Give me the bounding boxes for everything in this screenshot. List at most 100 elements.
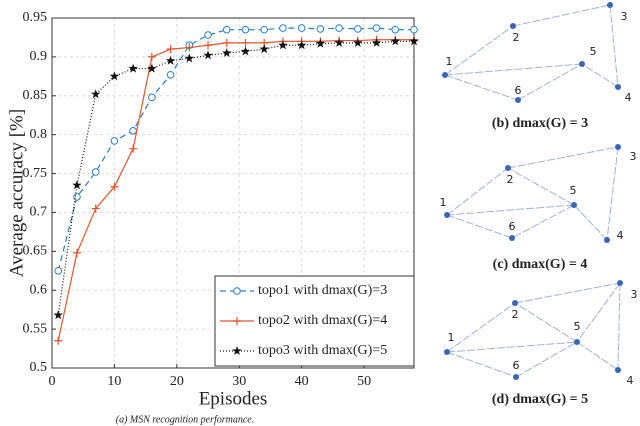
edge: [444, 74, 519, 101]
edge: [446, 302, 516, 353]
marker: [54, 336, 63, 345]
edge: [609, 4, 619, 88]
node: [615, 144, 621, 150]
marker: [204, 31, 212, 39]
node-label: 3: [630, 150, 637, 163]
marker: [110, 182, 119, 191]
y-axis-label: Average accuracy [%]: [6, 109, 27, 277]
marker: [91, 204, 100, 213]
legend-label: topo1 with dmax(G)=3: [258, 283, 387, 298]
y-tick-label: 0.7: [30, 205, 48, 220]
edge: [446, 351, 517, 378]
marker: [54, 266, 63, 275]
edge: [444, 63, 583, 76]
node: [513, 374, 519, 380]
node: [579, 61, 585, 67]
marker: [166, 70, 175, 79]
node: [515, 97, 521, 103]
node: [444, 212, 450, 218]
marker: [90, 89, 101, 99]
marker: [390, 36, 400, 46]
marker: [279, 24, 287, 32]
edge: [573, 204, 608, 241]
marker: [241, 25, 250, 34]
node-label: 4: [627, 374, 634, 387]
diagram-caption: (b) dmax(G) = 3: [492, 116, 588, 131]
marker: [203, 50, 213, 60]
marker: [391, 25, 400, 34]
marker: [129, 126, 137, 135]
diagram-caption: (d) dmax(G) = 5: [492, 392, 588, 407]
node-label: 2: [512, 308, 519, 321]
marker: [222, 38, 231, 47]
node-label: 3: [631, 288, 638, 301]
y-tick-label: 0.9: [30, 49, 48, 64]
marker: [185, 43, 194, 52]
node-label: 6: [509, 220, 516, 233]
marker: [147, 52, 156, 61]
x-axis-label: Episodes: [199, 388, 268, 409]
marker: [335, 24, 343, 32]
x-tick-label: 40: [295, 374, 309, 389]
marker: [278, 40, 288, 50]
diagram-caption: (c) dmax(G) = 4: [493, 257, 588, 272]
edge: [517, 63, 583, 101]
edge: [576, 282, 621, 343]
marker: [72, 248, 81, 257]
node: [510, 23, 516, 29]
node-label: 2: [513, 31, 520, 44]
x-tick-label: 0: [49, 374, 56, 389]
marker: [184, 53, 195, 63]
legend-marker: [232, 346, 242, 355]
node: [512, 300, 518, 306]
edge: [507, 167, 575, 206]
legend-marker: [233, 287, 241, 295]
marker: [315, 38, 326, 48]
legend-label: topo2 with dmax(G)=4: [258, 313, 387, 328]
marker: [334, 37, 344, 47]
node-label: 5: [570, 184, 577, 197]
marker: [409, 36, 419, 46]
edge: [446, 214, 513, 239]
marker: [410, 25, 418, 34]
node-label: 5: [590, 45, 597, 58]
series: [54, 24, 418, 275]
marker: [53, 310, 63, 320]
marker: [353, 37, 363, 47]
edge: [576, 341, 619, 371]
edge: [444, 25, 514, 76]
marker: [128, 63, 138, 73]
x-tick-label: 20: [170, 374, 184, 389]
node-label: 1: [446, 55, 453, 68]
network-diagram: 1 2 3 4 5 6 (c) dmax(G) = 4: [440, 144, 637, 272]
edge: [507, 146, 619, 169]
edge: [606, 146, 619, 241]
marker: [166, 45, 175, 54]
node: [615, 367, 621, 373]
node-label: 4: [625, 91, 632, 104]
edge: [514, 302, 578, 343]
y-tick-label: 0.95: [23, 10, 48, 25]
node: [607, 2, 613, 8]
marker: [297, 24, 306, 32]
node: [604, 237, 610, 243]
y-tick-label: 0.65: [23, 244, 48, 259]
edge: [446, 341, 578, 353]
plot-frame: [51, 17, 415, 369]
marker: [222, 25, 231, 34]
node-label: 4: [617, 229, 624, 242]
y-tick-label: 0.5: [30, 360, 48, 375]
x-tick-label: 50: [357, 374, 371, 389]
marker: [316, 25, 325, 33]
line: [57, 40, 414, 316]
edge: [511, 204, 575, 239]
x-tick-label: 30: [232, 374, 246, 389]
node: [571, 202, 577, 208]
marker: [109, 71, 120, 81]
legend: topo1 with dmax(G)=3 topo2 with dmax(G)=4…: [214, 275, 415, 367]
y-tick-label: 0.8: [30, 127, 48, 142]
x-tick-label: 10: [107, 374, 121, 389]
marker: [296, 40, 307, 50]
marker: [259, 44, 269, 54]
